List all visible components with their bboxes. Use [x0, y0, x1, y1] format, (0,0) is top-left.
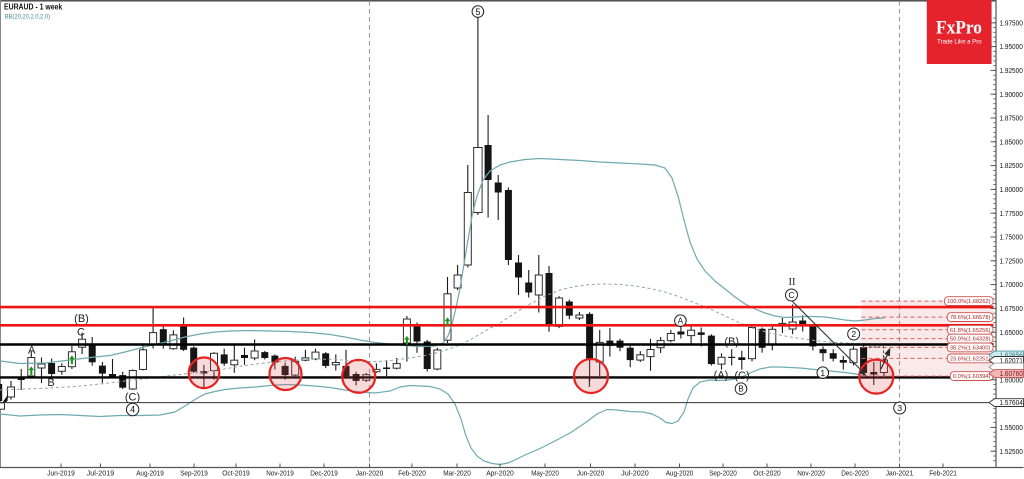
svg-text:1.85000: 1.85000 [1000, 137, 1023, 146]
svg-text:(C): (C) [734, 370, 749, 382]
svg-text:B: B [738, 385, 743, 394]
svg-text:1.82500: 1.82500 [1000, 161, 1023, 170]
svg-text:1.65000: 1.65000 [1000, 328, 1023, 337]
svg-text:Feb-2020: Feb-2020 [398, 471, 426, 478]
svg-text:Aug-2019: Aug-2019 [136, 471, 164, 478]
svg-text:Feb-2021: Feb-2021 [929, 471, 957, 478]
svg-text:Nov-2019: Nov-2019 [266, 471, 294, 478]
svg-text:1.90000: 1.90000 [1000, 90, 1023, 99]
svg-text:Sep-2020: Sep-2020 [709, 471, 737, 478]
svg-text:1.62656: 1.62656 [1000, 351, 1023, 360]
svg-text:Nov-2020: Nov-2020 [797, 471, 825, 478]
svg-text:1.52500: 1.52500 [1000, 447, 1023, 456]
svg-text:1.67500: 1.67500 [1000, 304, 1023, 313]
svg-text:EURAUD - 1 week: EURAUD - 1 week [4, 2, 63, 11]
svg-text:Jan-2021: Jan-2021 [886, 471, 914, 478]
svg-text:A: A [678, 317, 684, 326]
svg-text:1.60000: 1.60000 [1000, 375, 1023, 384]
svg-text:Mar-2020: Mar-2020 [443, 471, 471, 478]
svg-text:FxPro: FxPro [936, 18, 982, 39]
svg-text:(A): (A) [714, 369, 729, 381]
svg-text:Jun-2020: Jun-2020 [577, 471, 605, 478]
svg-text:1.87500: 1.87500 [1000, 114, 1023, 123]
svg-text:I: I [588, 379, 592, 390]
svg-text:1.92500: 1.92500 [1000, 66, 1023, 75]
svg-text:1.55000: 1.55000 [1000, 423, 1023, 432]
svg-text:Jul-2020: Jul-2020 [621, 471, 649, 478]
svg-text:(C): (C) [125, 391, 140, 403]
svg-text:1.72500: 1.72500 [1000, 256, 1023, 265]
svg-text:61.8%(1.65256): 61.8%(1.65256) [950, 328, 991, 334]
svg-text:A: A [28, 345, 36, 357]
svg-text:1.97500: 1.97500 [1000, 18, 1023, 27]
svg-text:(B): (B) [724, 336, 739, 348]
svg-text:Sep-2019: Sep-2019 [180, 471, 208, 478]
svg-text:1.77500: 1.77500 [1000, 209, 1023, 218]
svg-text:50.0%(1.64328): 50.0%(1.64328) [950, 337, 991, 343]
svg-text:5: 5 [475, 7, 480, 17]
svg-text:Dec-2020: Dec-2020 [841, 471, 869, 478]
svg-text:May-2020: May-2020 [531, 471, 559, 478]
svg-text:1.57604: 1.57604 [1000, 398, 1023, 407]
svg-text:B: B [47, 377, 54, 389]
svg-text:4: 4 [130, 405, 135, 415]
svg-text:100.0%(1.68262): 100.0%(1.68262) [947, 299, 991, 305]
svg-text:Jul-2019: Jul-2019 [87, 471, 115, 478]
svg-text:Apr-2020: Apr-2020 [486, 471, 514, 478]
svg-text:Dec-2019: Dec-2019 [310, 471, 338, 478]
svg-text:1.62071: 1.62071 [1000, 356, 1023, 365]
svg-text:1: 1 [820, 368, 825, 378]
svg-text:II: II [789, 277, 796, 288]
svg-text:3: 3 [897, 403, 902, 413]
svg-text:1.80000: 1.80000 [1000, 185, 1023, 194]
svg-text:1.75000: 1.75000 [1000, 233, 1023, 242]
svg-text:C: C [788, 290, 794, 300]
svg-text:0.0%(1.60394): 0.0%(1.60394) [953, 374, 991, 380]
svg-text:BB(20,20,2.0,2.0): BB(20,20,2.0,2.0) [5, 13, 50, 20]
svg-text:1.95000: 1.95000 [1000, 42, 1023, 51]
svg-text:Oct-2020: Oct-2020 [753, 471, 781, 478]
svg-text:78.6%(1.66578): 78.6%(1.66578) [950, 315, 991, 321]
svg-text:C: C [77, 327, 85, 339]
svg-text:(B): (B) [74, 313, 89, 325]
svg-text:1.70000: 1.70000 [1000, 280, 1023, 289]
svg-text:1.60760: 1.60760 [1000, 369, 1023, 378]
svg-text:38.2%(1.63400): 38.2%(1.63400) [950, 345, 991, 351]
svg-text:2: 2 [851, 329, 856, 339]
svg-text:Aug-2020: Aug-2020 [666, 471, 694, 478]
svg-text:Trade Like a Pro: Trade Like a Pro [937, 38, 982, 45]
svg-text:Jan-2020: Jan-2020 [356, 471, 384, 478]
svg-text:Jun-2019: Jun-2019 [47, 471, 75, 478]
svg-text:Oct-2019: Oct-2019 [222, 471, 250, 478]
svg-text:23.6%(1.62251): 23.6%(1.62251) [950, 356, 991, 362]
